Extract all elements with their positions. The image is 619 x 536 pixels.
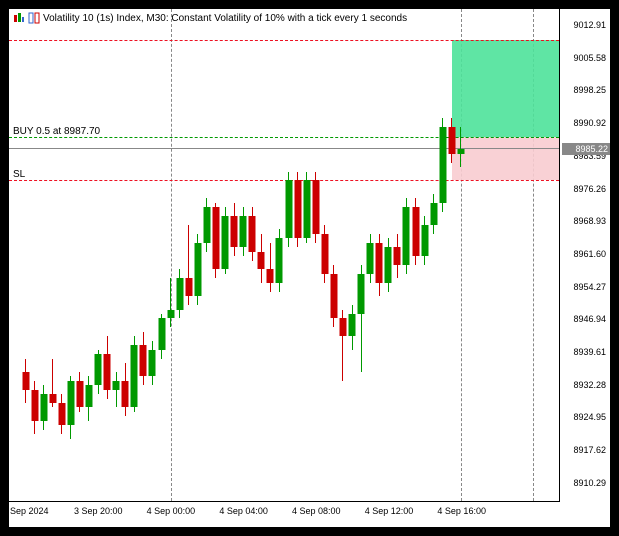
chart-title: Volatility 10 (1s) Index, M30: Constant … xyxy=(43,13,407,24)
chart-icon-2 xyxy=(28,12,40,24)
candle xyxy=(249,9,256,501)
candle xyxy=(321,9,328,501)
y-tick-label: 9012.91 xyxy=(573,20,606,30)
candle xyxy=(330,9,337,501)
x-tick-label: 4 Sep 04:00 xyxy=(219,506,268,516)
candle xyxy=(31,9,38,501)
candle xyxy=(376,9,383,501)
candle xyxy=(385,9,392,501)
candle xyxy=(58,9,65,501)
candle xyxy=(167,9,174,501)
candle xyxy=(203,9,210,501)
candle xyxy=(85,9,92,501)
candle xyxy=(439,9,446,501)
candle xyxy=(76,9,83,501)
y-tick-label: 8954.27 xyxy=(573,282,606,292)
candle xyxy=(231,9,238,501)
x-tick-label: 4 Sep 08:00 xyxy=(292,506,341,516)
plot-area[interactable]: BUY 0.5 at 8987.70SL xyxy=(9,9,560,502)
x-axis: 3 Sep 20243 Sep 20:004 Sep 00:004 Sep 04… xyxy=(9,502,560,527)
y-tick-label: 8939.61 xyxy=(573,347,606,357)
candle xyxy=(421,9,428,501)
candle xyxy=(104,9,111,501)
candle xyxy=(149,9,156,501)
candle xyxy=(140,9,147,501)
y-tick-label: 8932.28 xyxy=(573,380,606,390)
y-tick-label: 8990.92 xyxy=(573,118,606,128)
candle xyxy=(194,9,201,501)
candle xyxy=(367,9,374,501)
current-price-tag: 8985.22 xyxy=(562,143,610,155)
candle xyxy=(276,9,283,501)
candle xyxy=(394,9,401,501)
candle xyxy=(358,9,365,501)
candle xyxy=(212,9,219,501)
y-tick-label: 8998.25 xyxy=(573,85,606,95)
y-tick-label: 8924.95 xyxy=(573,412,606,422)
candle xyxy=(285,9,292,501)
chart-header: Volatility 10 (1s) Index, M30: Constant … xyxy=(13,12,407,24)
x-tick-label: 4 Sep 12:00 xyxy=(365,506,414,516)
candle xyxy=(339,9,346,501)
candle xyxy=(122,9,129,501)
y-tick-label: 8961.60 xyxy=(573,249,606,259)
candle xyxy=(349,9,356,501)
x-tick-label: 3 Sep 2024 xyxy=(2,506,48,516)
x-tick-label: 3 Sep 20:00 xyxy=(74,506,123,516)
candle xyxy=(303,9,310,501)
x-tick-label: 4 Sep 16:00 xyxy=(437,506,486,516)
candle xyxy=(176,9,183,501)
chart-icon-1 xyxy=(13,12,25,24)
chart-frame: Volatility 10 (1s) Index, M30: Constant … xyxy=(0,0,619,536)
y-tick-label: 8910.29 xyxy=(573,478,606,488)
loss-zone xyxy=(452,137,559,180)
y-tick-label: 8976.26 xyxy=(573,184,606,194)
y-axis: 9012.919005.588998.258990.928983.598976.… xyxy=(560,9,610,502)
candle xyxy=(185,9,192,501)
candle xyxy=(448,9,455,501)
candle xyxy=(267,9,274,501)
candle xyxy=(49,9,56,501)
candle xyxy=(40,9,47,501)
candle xyxy=(457,9,464,501)
candle xyxy=(131,9,138,501)
candle xyxy=(258,9,265,501)
profit-zone xyxy=(452,40,559,137)
candle xyxy=(294,9,301,501)
x-tick-label: 4 Sep 00:00 xyxy=(147,506,196,516)
candle xyxy=(67,9,74,501)
candle xyxy=(403,9,410,501)
candle xyxy=(113,9,120,501)
y-tick-label: 8946.94 xyxy=(573,314,606,324)
candle xyxy=(312,9,319,501)
y-tick-label: 9005.58 xyxy=(573,53,606,63)
candle xyxy=(240,9,247,501)
candle xyxy=(412,9,419,501)
candle xyxy=(158,9,165,501)
candle xyxy=(22,9,29,501)
candle xyxy=(430,9,437,501)
y-tick-label: 8968.93 xyxy=(573,216,606,226)
chart-container[interactable]: Volatility 10 (1s) Index, M30: Constant … xyxy=(8,8,611,528)
candle xyxy=(95,9,102,501)
candle xyxy=(222,9,229,501)
y-tick-label: 8917.62 xyxy=(573,445,606,455)
